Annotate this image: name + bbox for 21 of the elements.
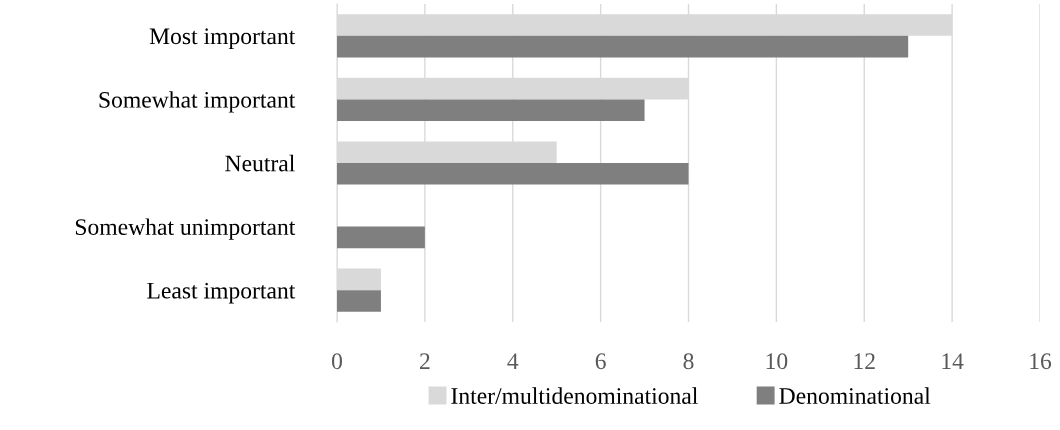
x-tick-label: 2 — [420, 353, 430, 369]
bar — [337, 226, 425, 249]
x-tick-label: 0 — [332, 353, 342, 370]
bar — [337, 99, 645, 122]
x-tick-label: 14 — [942, 353, 964, 369]
bar — [337, 163, 689, 185]
x-tick-label: 8 — [683, 353, 694, 370]
y-tick-label: Least important — [147, 282, 296, 304]
x-tick-label: 10 — [766, 353, 788, 370]
y-tick-label: Most important — [149, 28, 296, 50]
x-tick-label: 6 — [595, 353, 606, 370]
y-tick-label: Somewhat unimportant — [75, 218, 296, 240]
legend-label: Denominational — [779, 387, 931, 404]
legend-label: Inter/multidenominational — [451, 387, 698, 404]
x-tick-label: 16 — [1030, 353, 1052, 370]
x-tick-label: 4 — [507, 353, 519, 369]
bar — [337, 290, 381, 312]
x-tick-label: 12 — [854, 353, 875, 369]
bar — [337, 35, 909, 58]
y-tick-label: Neutral — [225, 154, 295, 172]
y-tick-label: Somewhat important — [99, 91, 296, 113]
